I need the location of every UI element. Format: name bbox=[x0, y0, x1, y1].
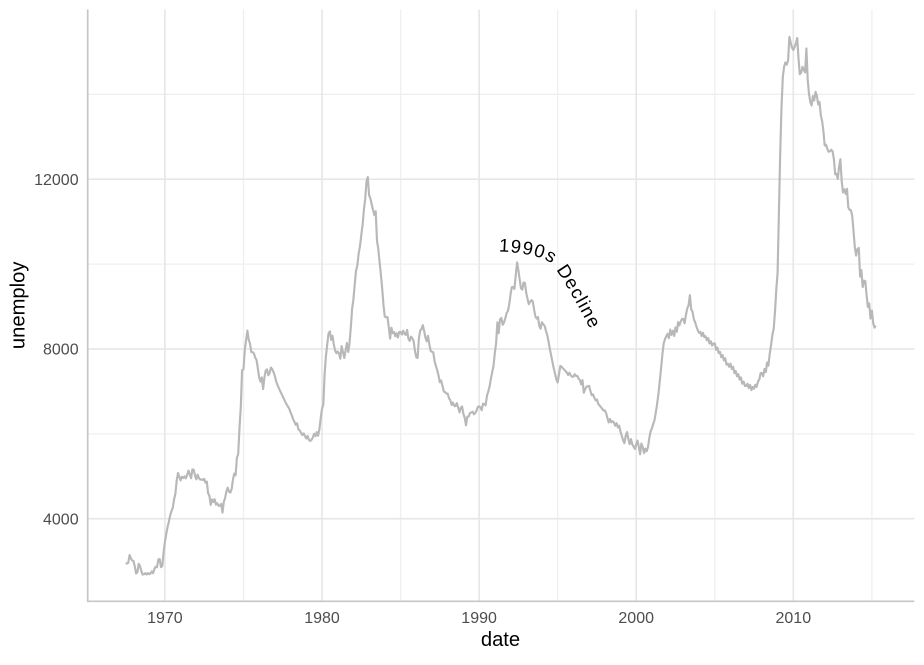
svg-text:2010: 2010 bbox=[776, 610, 812, 627]
svg-text:8000: 8000 bbox=[43, 342, 79, 359]
svg-text:1980: 1980 bbox=[304, 610, 340, 627]
svg-text:1970: 1970 bbox=[147, 610, 183, 627]
svg-text:date: date bbox=[481, 629, 520, 651]
svg-text:1990: 1990 bbox=[461, 610, 497, 627]
svg-text:unemploy: unemploy bbox=[8, 261, 30, 349]
svg-text:12000: 12000 bbox=[34, 172, 79, 189]
svg-text:4000: 4000 bbox=[43, 511, 79, 528]
svg-text:2000: 2000 bbox=[618, 610, 654, 627]
